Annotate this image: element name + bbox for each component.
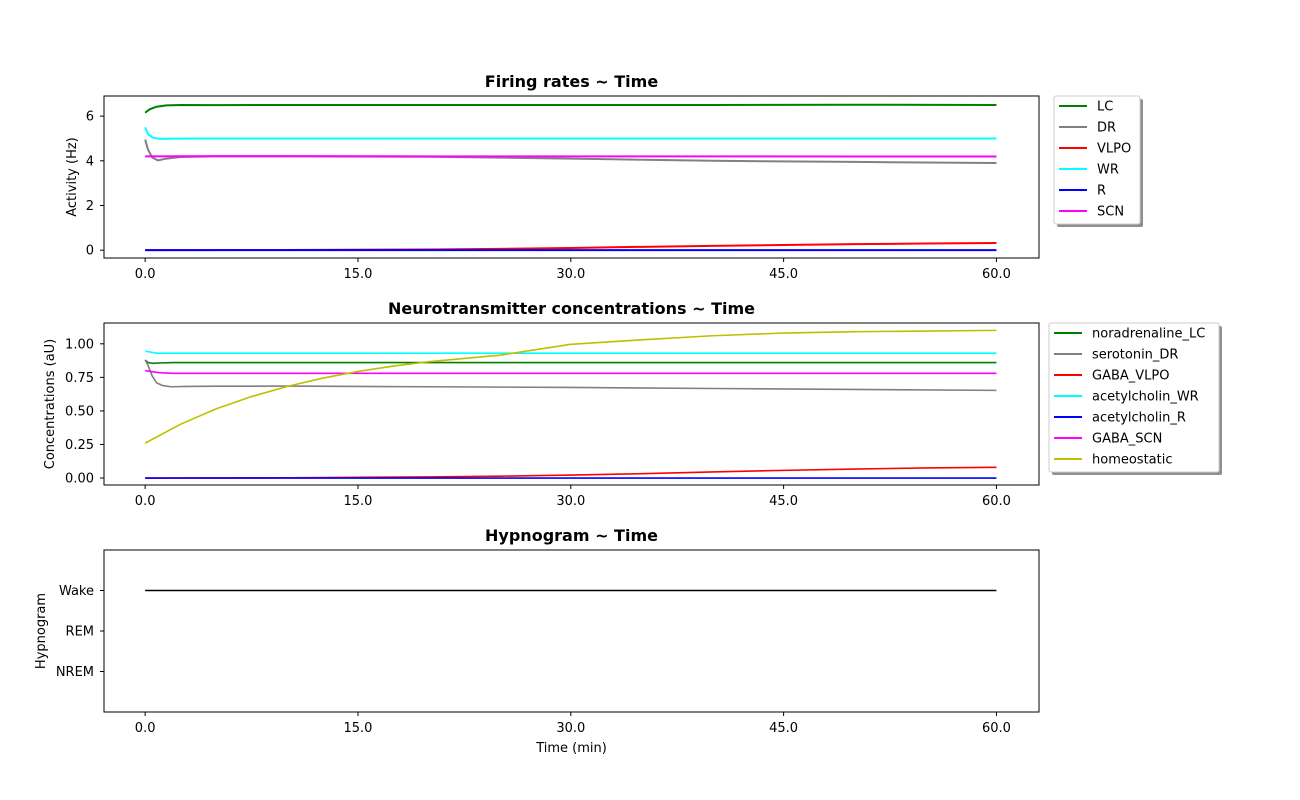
- x-tick-label: 30.0: [556, 721, 585, 736]
- legend-label: DR: [1097, 121, 1116, 136]
- x-tick-label: 60.0: [982, 267, 1011, 282]
- y-tick-label: 0.25: [65, 438, 94, 453]
- x-axis-label: Time (min): [535, 741, 607, 756]
- legend-label: homeostatic: [1092, 453, 1173, 468]
- x-tick-label: 15.0: [343, 721, 372, 736]
- y-tick-label: Wake: [59, 584, 94, 599]
- series-line-homeostatic: [144, 329, 997, 444]
- series-line-vlpo: [145, 242, 997, 252]
- series-line-noradrenaline-lc: [144, 359, 997, 365]
- y-tick-label: REM: [66, 625, 94, 640]
- plot-frame: [103, 549, 1040, 713]
- series-line-gaba-scn: [145, 369, 997, 375]
- y-tick-label: 0.50: [65, 404, 94, 419]
- legend-label: LC: [1097, 100, 1113, 115]
- legend-label: acetylcholin_WR: [1092, 390, 1199, 405]
- x-tick-label: 45.0: [769, 721, 798, 736]
- x-tick-label: 30.0: [556, 494, 585, 509]
- legend-label: GABA_VLPO: [1092, 369, 1170, 384]
- chart-panel-2: 0.0 15.0 30.0 45.0 60.0 0.00 0.25 0.50 0.75 1.00 N…: [43, 299, 1222, 509]
- y-tick-label: 0.75: [65, 371, 94, 386]
- chart-panel-3: 0.0 15.0 30.0 45.0 60.0 NREM REM Wake Hypnogram …: [34, 526, 1040, 756]
- series-line-serotonin-dr: [144, 359, 997, 392]
- y-axis-label: Hypnogram: [34, 593, 49, 669]
- y-tick-label: 6: [86, 110, 94, 125]
- x-tick-label: 45.0: [769, 494, 798, 509]
- x-tick-label: 0.0: [135, 494, 156, 509]
- x-tick-label: 15.0: [343, 267, 372, 282]
- y-tick-label: NREM: [56, 665, 94, 680]
- x-tick-label: 15.0: [343, 494, 372, 509]
- x-tick-label: 60.0: [982, 494, 1011, 509]
- series-line-dr: [144, 139, 997, 165]
- legend-label: acetylcholin_R: [1092, 411, 1186, 426]
- legend-label: noradrenaline_LC: [1092, 327, 1205, 342]
- legend-label: serotonin_DR: [1092, 348, 1178, 363]
- plot-frame: [103, 95, 1040, 259]
- chart-title: Firing rates ~ Time: [485, 72, 659, 91]
- y-tick-label: 4: [86, 154, 94, 169]
- series-line-gaba-vlpo: [145, 466, 997, 479]
- series-line-wr: [144, 126, 997, 140]
- x-tick-label: 30.0: [556, 267, 585, 282]
- chart-panel-1: 0.0 15.0 30.0 45.0 60.0 0 2 4 6 Firing rates ~ Ti…: [65, 72, 1143, 282]
- y-tick-label: 0.00: [65, 472, 94, 487]
- y-axis-label: Concentrations (aU): [43, 339, 58, 470]
- y-tick-label: 0: [86, 244, 94, 259]
- x-tick-label: 45.0: [769, 267, 798, 282]
- legend-box: [1048, 322, 1220, 473]
- series-line-lc: [144, 103, 997, 114]
- legend-label: WR: [1097, 163, 1119, 178]
- series-lines: [144, 329, 997, 479]
- plot-frame: [103, 322, 1040, 486]
- series-lines: [144, 103, 997, 252]
- legend-label: SCN: [1097, 205, 1124, 220]
- y-tick-label: 1.00: [65, 337, 94, 352]
- x-tick-label: 60.0: [982, 721, 1011, 736]
- legend-label: R: [1097, 184, 1106, 199]
- x-tick-label: 0.0: [135, 267, 156, 282]
- chart-title: Hypnogram ~ Time: [485, 526, 658, 545]
- legend: noradrenaline_LC serotonin_DR GABA_VLPOace…: [1048, 322, 1222, 475]
- series-line-acetylcholin-wr: [145, 350, 997, 355]
- chart-title: Neurotransmitter concentrations ~ Time: [388, 299, 755, 318]
- legend: LC DR VLPO WR R SCN: [1053, 95, 1143, 227]
- y-tick-label: 2: [86, 199, 94, 214]
- legend-label: GABA_SCN: [1092, 432, 1162, 447]
- legend-label: VLPO: [1097, 142, 1131, 157]
- y-axis-label: Activity (Hz): [65, 137, 80, 217]
- x-tick-label: 0.0: [135, 721, 156, 736]
